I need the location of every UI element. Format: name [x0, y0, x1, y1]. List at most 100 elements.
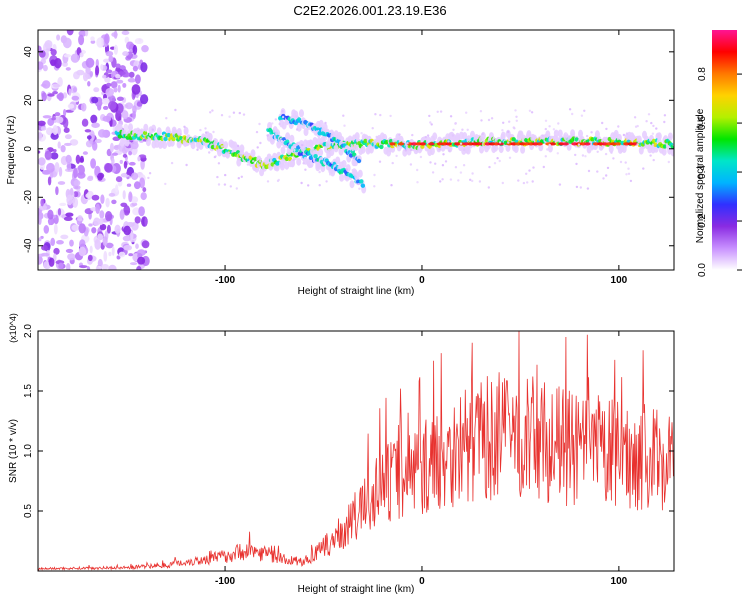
heatmap-cell [371, 127, 374, 130]
heatmap-cell [54, 161, 60, 173]
heatmap-cell [73, 167, 78, 179]
heatmap-cell [58, 166, 63, 177]
heatmap-cell [224, 173, 227, 177]
heatmap-cell [459, 142, 463, 145]
heatmap-cell [117, 134, 123, 139]
heatmap-cell [571, 112, 574, 116]
heatmap-cell [123, 205, 131, 216]
colorbar-tick-label: 0.4 [697, 165, 708, 179]
colorbar-tick-label: 0.0 [697, 263, 708, 277]
heatmap-cell [41, 80, 51, 89]
heatmap-cell [66, 30, 74, 36]
heatmap-cell [617, 125, 620, 128]
heatmap-cell [108, 192, 116, 197]
heatmap-cell [310, 162, 313, 165]
heatmap-cell [424, 135, 428, 139]
heatmap-cell [645, 120, 648, 123]
heatmap-cell [406, 142, 409, 145]
heatmap-cell [78, 34, 85, 46]
heatmap-cell [71, 224, 80, 231]
heatmap-cell [38, 255, 43, 265]
heatmap-cell [668, 136, 672, 139]
heatmap-cell [101, 263, 109, 270]
heatmap-cell [122, 235, 131, 242]
heatmap-cell [104, 33, 110, 45]
heatmap-cell [343, 124, 346, 127]
heatmap-cell [419, 155, 423, 159]
heatmap-cell [102, 74, 107, 79]
heatmap-cell [142, 130, 148, 136]
heatmap-cell [462, 148, 466, 151]
heatmap-cell [142, 187, 147, 193]
heatmap-cell [85, 193, 92, 199]
heatmap-cell [510, 142, 517, 146]
heatmap-cell [47, 176, 52, 186]
heatmap-cell [651, 132, 655, 135]
heatmap-cell [575, 162, 578, 166]
heatmap-cell [528, 109, 532, 113]
heatmap-cell [48, 257, 55, 267]
heatmap-cell [430, 123, 433, 126]
heatmap-cell [190, 141, 196, 150]
heatmap-cell [328, 173, 332, 176]
heatmap-ytick-label: 40 [23, 46, 34, 58]
heatmap-cell [62, 108, 67, 117]
heatmap-cell [122, 190, 126, 200]
heatmap-cell [140, 192, 147, 201]
heatmap-cell [52, 149, 57, 153]
heatmap-cell [38, 50, 46, 58]
heatmap-cell [183, 126, 189, 135]
heatmap-cell [87, 175, 94, 180]
heatmap-cell [513, 145, 519, 153]
heatmap-cell [38, 61, 44, 70]
heatmap-cell [596, 150, 599, 153]
heatmap-cell [579, 186, 582, 189]
heatmap-cell [65, 212, 74, 217]
heatmap-cell [452, 128, 455, 131]
heatmap-cell [232, 111, 236, 114]
heatmap-cell [554, 130, 557, 134]
heatmap-cell [102, 115, 112, 122]
heatmap-cell [44, 150, 52, 160]
heatmap-cell [47, 209, 54, 220]
heatmap-cell [91, 194, 100, 201]
heatmap-cell [295, 128, 299, 131]
heatmap-cell [281, 115, 285, 119]
heatmap-cell [454, 122, 457, 125]
heatmap-cell [76, 69, 85, 76]
heatmap-cell [642, 167, 645, 170]
heatmap-cell [606, 166, 610, 170]
heatmap-cell [286, 145, 289, 149]
heatmap-cell [57, 181, 66, 185]
heatmap-cell [601, 121, 604, 125]
heatmap-cell [568, 135, 571, 138]
heatmap-cell [395, 154, 398, 158]
heatmap-cell [87, 81, 91, 87]
heatmap-cell [148, 172, 152, 175]
heatmap-cell [471, 142, 478, 146]
heatmap-cell [552, 128, 556, 131]
heatmap-cell [86, 266, 91, 270]
heatmap-cell [542, 165, 545, 169]
heatmap-cell [622, 133, 626, 137]
heatmap-cell [379, 113, 382, 117]
heatmap-cell [199, 128, 202, 132]
heatmap-cell [247, 160, 250, 164]
heatmap-cell [299, 109, 304, 118]
heatmap-cell [237, 144, 240, 148]
heatmap-cell [536, 142, 543, 146]
heatmap-cell [479, 110, 483, 113]
heatmap-cell [444, 160, 448, 163]
heatmap-cell [297, 122, 301, 126]
heatmap-cell [53, 223, 58, 235]
heatmap-cell [128, 151, 133, 156]
heatmap-cell [498, 145, 504, 154]
heatmap-cell [48, 219, 52, 226]
heatmap-cell [213, 145, 217, 149]
heatmap-cell [108, 55, 114, 63]
heatmap-cell [140, 62, 148, 73]
heatmap-cell [212, 130, 215, 134]
heatmap-cell [105, 69, 113, 74]
heatmap-cell [389, 114, 392, 118]
heatmap-xtick-label: 0 [419, 275, 425, 286]
